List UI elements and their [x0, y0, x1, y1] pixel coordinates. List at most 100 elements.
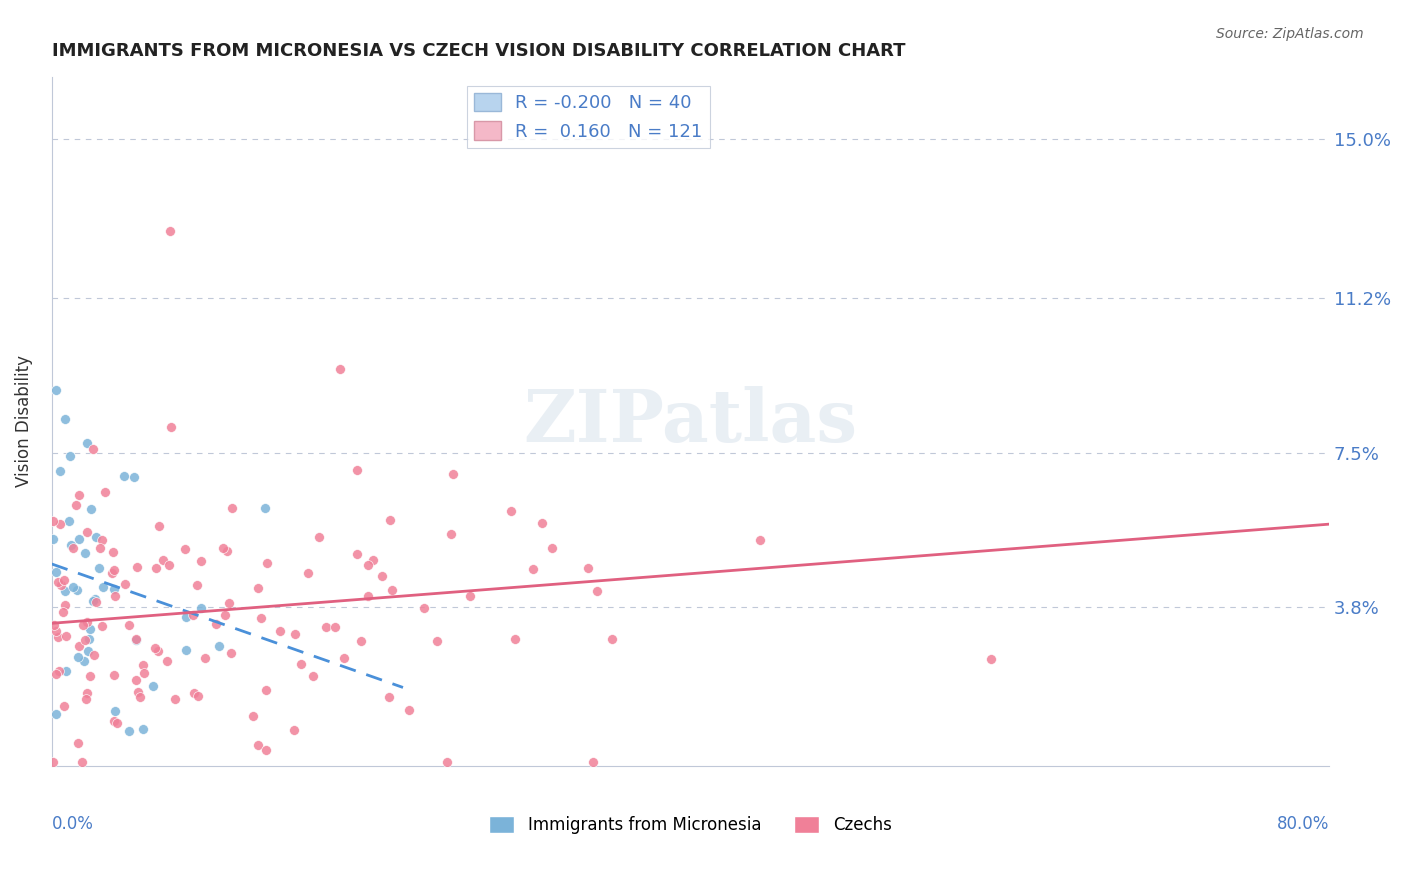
Point — [145, 641, 167, 656]
Point — [211, 541, 233, 555]
Point — [152, 552, 174, 566]
Point — [522, 562, 544, 576]
Point — [980, 652, 1002, 666]
Point — [426, 633, 449, 648]
Point — [333, 650, 356, 665]
Point — [194, 651, 217, 665]
Point — [254, 683, 277, 698]
Point — [346, 462, 368, 476]
Point — [42, 532, 65, 546]
Point — [66, 736, 89, 750]
Point — [59, 449, 82, 463]
Point — [145, 561, 167, 575]
Point — [55, 629, 77, 643]
Point — [122, 469, 145, 483]
Point — [381, 582, 404, 597]
Point — [55, 598, 77, 612]
Point — [118, 724, 141, 739]
Point — [45, 566, 67, 580]
Point — [70, 755, 93, 769]
Point — [290, 657, 312, 671]
Point — [77, 643, 100, 657]
Point — [748, 533, 770, 547]
Point — [221, 500, 243, 515]
Point — [349, 634, 371, 648]
Point — [204, 616, 226, 631]
Point — [214, 608, 236, 623]
Point — [357, 558, 380, 572]
Point — [148, 519, 170, 533]
Point — [253, 501, 276, 516]
Point — [186, 578, 208, 592]
Point — [129, 690, 152, 704]
Point — [600, 632, 623, 646]
Point — [246, 582, 269, 596]
Point — [530, 516, 553, 530]
Point — [361, 553, 384, 567]
Point — [75, 633, 97, 648]
Point — [75, 691, 97, 706]
Point — [190, 554, 212, 568]
Point — [181, 608, 204, 623]
Point — [156, 654, 179, 668]
Point — [82, 442, 104, 457]
Point — [42, 617, 65, 632]
Point — [53, 699, 76, 714]
Point — [250, 610, 273, 624]
Point — [541, 541, 564, 555]
Point — [501, 504, 523, 518]
Point — [585, 584, 607, 599]
Point — [42, 514, 65, 528]
Point — [112, 468, 135, 483]
Point — [91, 619, 114, 633]
Point — [48, 664, 70, 678]
Point — [357, 590, 380, 604]
Point — [159, 224, 181, 238]
Point — [114, 577, 136, 591]
Point — [503, 632, 526, 647]
Point — [45, 624, 67, 638]
Point — [76, 525, 98, 540]
Point — [398, 703, 420, 717]
Point — [127, 685, 149, 699]
Point — [160, 419, 183, 434]
Point — [297, 566, 319, 581]
Point — [148, 644, 170, 658]
Point — [125, 633, 148, 648]
Point — [256, 557, 278, 571]
Point — [208, 640, 231, 654]
Text: Source: ZipAtlas.com: Source: ZipAtlas.com — [1216, 27, 1364, 41]
Legend: R = -0.200   N = 40, R =  0.160   N = 121: R = -0.200 N = 40, R = 0.160 N = 121 — [467, 86, 710, 148]
Point — [45, 667, 67, 681]
Point — [45, 707, 67, 722]
Point — [55, 664, 77, 678]
Point — [72, 618, 94, 632]
Point — [93, 485, 115, 500]
Point — [174, 541, 197, 556]
Point — [246, 738, 269, 752]
Point — [242, 708, 264, 723]
Point — [219, 646, 242, 660]
Point — [101, 545, 124, 559]
Point — [413, 601, 436, 615]
Point — [48, 464, 70, 478]
Point — [42, 755, 65, 769]
Point — [284, 627, 307, 641]
Text: ZIPatlas: ZIPatlas — [523, 386, 858, 457]
Point — [79, 502, 101, 516]
Point — [132, 665, 155, 680]
Point — [66, 650, 89, 665]
Point — [105, 716, 128, 731]
Point — [76, 686, 98, 700]
Point — [576, 561, 599, 575]
Point — [254, 743, 277, 757]
Point — [157, 558, 180, 572]
Point — [89, 561, 111, 575]
Point — [53, 411, 76, 425]
Point — [59, 537, 82, 551]
Point — [73, 654, 96, 668]
Point — [165, 692, 187, 706]
Point — [183, 686, 205, 700]
Point — [84, 592, 107, 607]
Point — [103, 668, 125, 682]
